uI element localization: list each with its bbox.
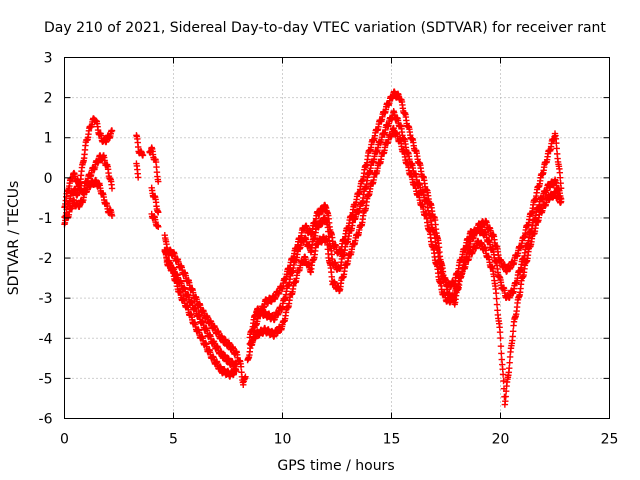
data-point — [108, 185, 116, 192]
data-point — [557, 174, 564, 181]
y-axis-label: SDTVAR / TECUs — [6, 181, 22, 296]
x-tick-label: 10 — [274, 432, 292, 448]
data-point — [155, 209, 162, 216]
data-point — [553, 145, 560, 152]
y-tick-label: -6 — [39, 412, 53, 428]
y-tick-label: -3 — [39, 291, 53, 307]
y-tick-label: 0 — [44, 171, 53, 187]
data-point — [493, 301, 501, 308]
data-point — [498, 350, 505, 357]
x-axis-label: GPS time / hours — [277, 458, 394, 474]
y-tick-label: -1 — [39, 211, 53, 227]
data-point — [509, 328, 517, 335]
data-point — [242, 373, 249, 380]
data-point — [493, 295, 500, 302]
data-point — [496, 329, 504, 336]
y-tick-label: 3 — [44, 51, 53, 67]
x-tick-label: 0 — [60, 432, 69, 448]
data-point — [134, 174, 142, 181]
y-tick-label: -4 — [39, 331, 53, 347]
x-tick-label: 20 — [492, 432, 510, 448]
data-point — [506, 365, 513, 372]
x-tick-label: 15 — [383, 432, 401, 448]
data-point — [155, 178, 162, 185]
data-marks — [61, 88, 565, 408]
data-point — [139, 152, 147, 159]
y-tick-label: 2 — [44, 91, 53, 107]
data-point — [497, 334, 504, 342]
data-point — [497, 342, 505, 350]
data-point — [237, 363, 245, 370]
data-point — [108, 127, 116, 134]
y-tick-label: -2 — [39, 251, 53, 267]
y-tick-label: -5 — [39, 371, 53, 387]
x-tick-label: 25 — [601, 432, 619, 448]
x-tick-label: 5 — [169, 432, 178, 448]
data-point — [506, 359, 513, 366]
chart-title: Day 210 of 2021, Sidereal Day-to-day VTE… — [44, 20, 606, 36]
y-tick-label: 1 — [44, 131, 53, 147]
